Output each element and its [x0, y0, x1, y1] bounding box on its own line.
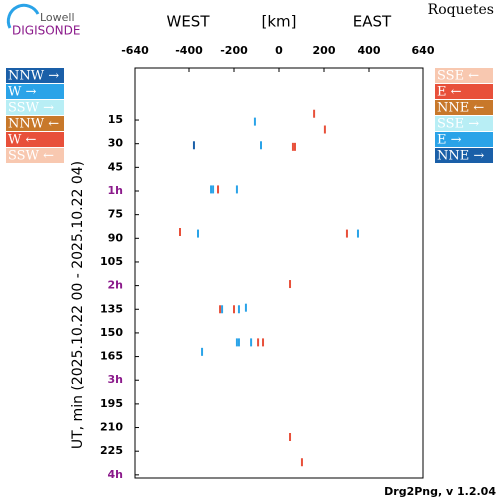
x-tick-label: -200 [220, 44, 248, 57]
y-tick-label: 135 [100, 302, 123, 315]
y-tick-label: 75 [108, 208, 123, 221]
x-tick-label: 200 [313, 44, 336, 57]
y-tick-label: 195 [100, 397, 123, 410]
legend-swatch [435, 100, 493, 115]
x-tick-label: 640 [412, 44, 435, 57]
legend-swatch [6, 116, 64, 131]
footer: Drg2Png, v 1.2.04 [384, 485, 496, 498]
legend-swatch [6, 84, 64, 99]
y-axis-label: UT, min (2025.10.22 00 - 2025.10.22 04) [70, 161, 86, 449]
legend-swatch [435, 148, 493, 163]
legend-swatch [435, 132, 493, 147]
plot-frame [134, 67, 424, 479]
y-tick-label: 4h [108, 468, 124, 481]
legend-label: NNW ← [8, 117, 59, 132]
y-tick-label: 45 [108, 160, 123, 173]
legend-swatch [435, 116, 493, 131]
y-tick-label: 165 [100, 350, 123, 363]
legend-label: SSE ← [437, 69, 479, 84]
legend-swatch [6, 100, 64, 115]
y-tick-label: 90 [108, 231, 124, 244]
legend-label: NNE → [437, 149, 484, 164]
unit-label: [km] [261, 13, 296, 31]
y-tick-label: 2h [108, 279, 124, 292]
legend-label: SSE → [437, 117, 479, 132]
legend-label: NNE ← [437, 101, 484, 116]
x-tick-label: 400 [358, 44, 381, 57]
y-tick-label: 225 [100, 444, 123, 457]
x-tick-label: -400 [175, 44, 203, 57]
legend-swatch [6, 68, 64, 83]
y-tick-label: 1h [108, 184, 124, 197]
legend-label: W ← [8, 133, 36, 148]
legend-swatch [435, 68, 493, 83]
legend-label: SSW ← [8, 149, 54, 164]
legend-label: W → [8, 85, 36, 100]
station: Roquetes [428, 2, 494, 18]
west-label: WEST [167, 13, 211, 31]
y-tick-label: 30 [108, 137, 124, 150]
logo-bottom: DIGISONDE [12, 24, 80, 38]
y-tick-label: 105 [100, 255, 123, 268]
legend-label: SSW → [8, 101, 54, 116]
y-tick-label: 210 [100, 421, 123, 434]
legend-label: NNW → [8, 69, 59, 84]
legend-label: E → [437, 133, 462, 148]
legend-swatch [6, 132, 64, 147]
east-label: EAST [353, 13, 392, 31]
legend-swatch [6, 148, 64, 163]
y-tick-label: 15 [108, 113, 123, 126]
logo-top: Lowell [40, 11, 75, 24]
x-tick-label: -640 [121, 44, 149, 57]
legend-swatch [435, 84, 493, 99]
y-tick-label: 150 [100, 326, 123, 339]
legend-label: E ← [437, 85, 462, 100]
logo-swoosh [6, 3, 40, 29]
x-tick-label: 0 [275, 44, 283, 57]
y-tick-label: 3h [108, 373, 124, 386]
